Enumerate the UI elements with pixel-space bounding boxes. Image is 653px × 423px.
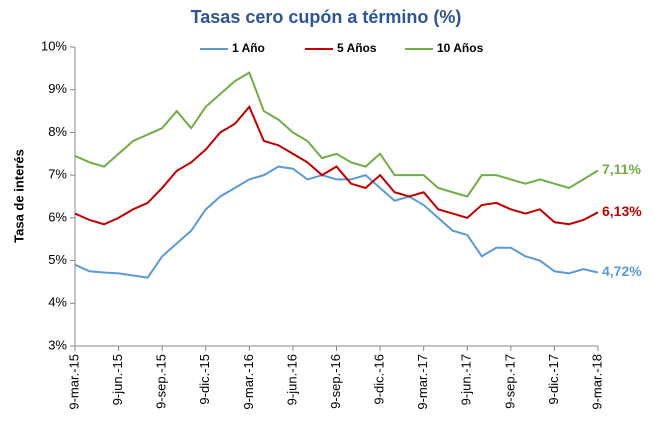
legend-label: 5 Años — [337, 41, 377, 55]
x-tick-label: 9-mar.-15 — [66, 354, 81, 410]
x-tick-label: 9-dic.-16 — [372, 354, 387, 405]
y-axis-label: Tasa de interés — [11, 149, 26, 243]
x-tick-label: 9-mar.-18 — [589, 354, 604, 410]
y-tick-label: 6% — [48, 209, 67, 224]
y-tick-label: 5% — [48, 252, 67, 267]
legend-label: 1 Año — [232, 41, 265, 55]
chart-title: Tasas cero cupón a término (%) — [191, 7, 462, 27]
x-tick-label: 9-sep.-16 — [328, 354, 343, 409]
y-tick-label: 7% — [48, 167, 67, 182]
y-tick-label: 3% — [48, 337, 67, 352]
end-label: 6,13% — [602, 203, 642, 219]
y-tick-label: 4% — [48, 295, 67, 310]
x-tick-label: 9-sep.-17 — [502, 354, 517, 409]
y-tick-label: 9% — [48, 81, 67, 96]
series-line — [74, 104, 599, 226]
end-label: 4,72% — [602, 263, 642, 279]
x-tick-label: 9-dic.-15 — [197, 354, 212, 405]
x-tick-label: 9-jun.-16 — [284, 354, 299, 405]
x-tick-label: 9-jun.-17 — [459, 354, 474, 405]
x-tick-label: 9-mar.-16 — [241, 354, 256, 410]
legend-label: 10 Años — [437, 41, 484, 55]
end-label: 7,11% — [602, 161, 641, 177]
y-tick-label: 10% — [41, 38, 67, 53]
x-tick-label: 9-dic.-17 — [546, 354, 561, 405]
series-line — [74, 165, 599, 279]
y-tick-label: 8% — [48, 124, 67, 139]
series-line — [74, 71, 599, 198]
x-tick-label: 9-mar.-17 — [415, 354, 430, 410]
x-tick-label: 9-jun.-15 — [110, 354, 125, 405]
x-tick-label: 9-sep.-15 — [154, 354, 169, 409]
